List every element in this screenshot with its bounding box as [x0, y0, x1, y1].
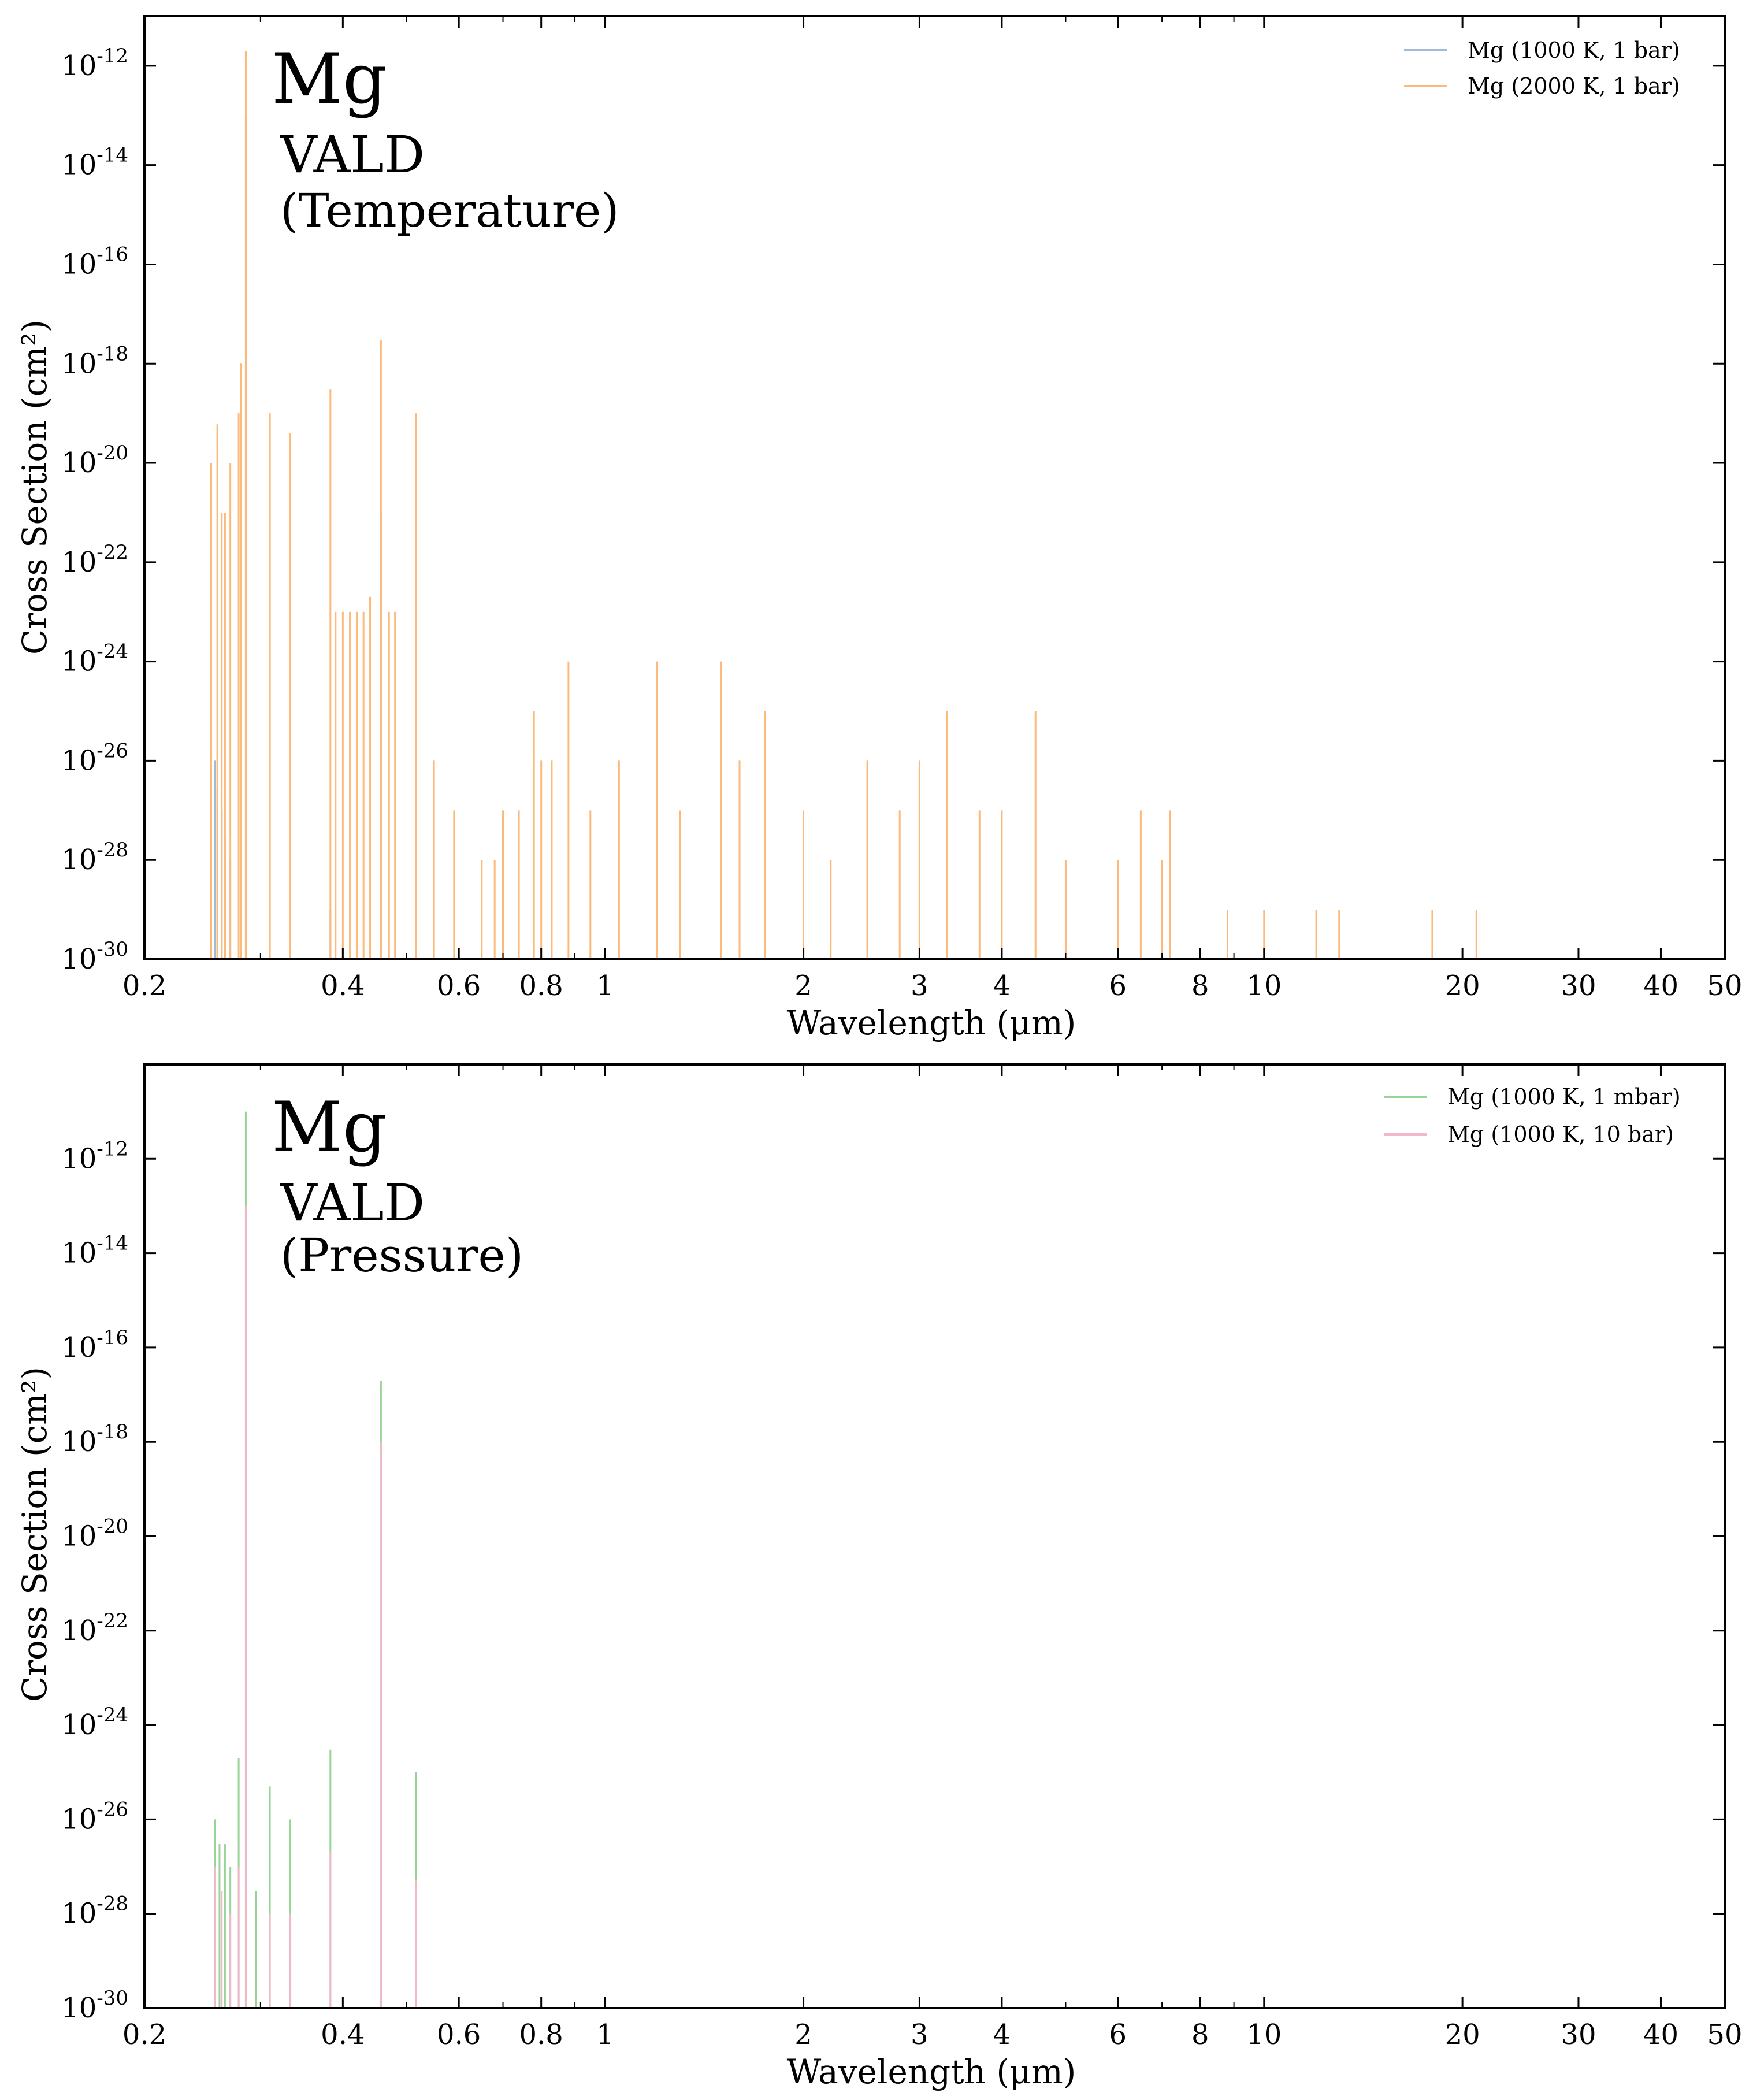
y-tick-label: 10-30: [61, 938, 128, 975]
x-tick-label: 40: [1643, 970, 1678, 1002]
x-axis-label: Wavelength (μm): [787, 1003, 1076, 1042]
x-tick-label: 0.4: [321, 2019, 365, 2051]
y-tick-label: 10-28: [61, 1893, 128, 1930]
x-tick-label: 0.2: [122, 970, 166, 1002]
x-tick-label: 4: [993, 970, 1011, 1002]
x-tick-label: 30: [1561, 970, 1596, 1002]
x-tick-label: 0.6: [437, 970, 481, 1002]
legend-label-1: Mg (1000 K, 1 mbar): [1447, 1084, 1681, 1110]
y-tick-label: 10-20: [61, 441, 128, 479]
annotation-element: Mg: [272, 39, 387, 120]
y-tick-label: 10-20: [61, 1515, 128, 1553]
y-axis-label: Cross Section (cm²): [15, 1367, 54, 1702]
y-tick-label: 10-28: [61, 838, 128, 876]
series-marks: [210, 51, 1477, 959]
y-tick-label: 10-18: [61, 342, 128, 380]
annotation-database: VALD: [280, 125, 425, 184]
legend: Mg (1000 K, 1 mbar) Mg (1000 K, 10 bar): [1384, 1084, 1681, 1147]
x-tick-label: 6: [1109, 970, 1127, 1002]
x-tick-label: 0.2: [122, 2019, 166, 2051]
y-tick-label: 10-14: [61, 144, 128, 181]
x-tick-label: 2: [794, 2019, 812, 2051]
x-tick-label: 2: [794, 970, 812, 1002]
annotation-variable: (Temperature): [280, 184, 619, 238]
x-tick-label: 8: [1191, 970, 1209, 1002]
y-tick-label: 10-22: [61, 1609, 128, 1647]
x-tick-label: 30: [1561, 2019, 1596, 2051]
legend-label-1: Mg (1000 K, 1 bar): [1468, 38, 1680, 63]
x-tick-label: 10: [1246, 2019, 1282, 2051]
x-tick-label: 0.8: [519, 970, 563, 1002]
legend: Mg (1000 K, 1 bar) Mg (2000 K, 1 bar): [1404, 38, 1680, 99]
annotation-element: Mg: [272, 1088, 387, 1168]
x-tick-label: 0.6: [437, 2019, 481, 2051]
x-tick-label: 1: [596, 2019, 614, 2051]
legend-label-2: Mg (1000 K, 10 bar): [1447, 1122, 1674, 1147]
axis-ticks: 0.2 0.4 0.6 0.8 1 2 3 4 6 8 10 20 30 40 50 10-12 10-14 10…: [61, 16, 1743, 1002]
y-tick-label: 10-14: [61, 1232, 128, 1270]
y-tick-label: 10-16: [61, 1326, 128, 1364]
y-tick-label: 10-24: [61, 640, 128, 678]
x-tick-label: 10: [1246, 970, 1282, 1002]
x-tick-label: 40: [1643, 2019, 1678, 2051]
x-tick-label: 50: [1707, 970, 1742, 1002]
x-tick-label: 3: [911, 970, 929, 1002]
panel-temperature: 0.2 0.4 0.6 0.8 1 2 3 4 6 8 10 20 30 40 50 10-12 10-14 10…: [15, 15, 1743, 1042]
annotation-variable: (Pressure): [280, 1229, 523, 1282]
y-tick-label: 10-26: [61, 1798, 128, 1835]
annotation-database: VALD: [280, 1173, 425, 1233]
x-tick-label: 0.8: [519, 2019, 563, 2051]
y-tick-label: 10-12: [61, 44, 128, 82]
y-tick-label: 10-26: [61, 739, 128, 777]
panel-pressure: 0.2 0.4 0.6 0.8 1 2 3 4 6 8 10 20 30 40 50 10-12 10-14 10…: [15, 1063, 1743, 2091]
x-tick-label: 6: [1109, 2019, 1127, 2051]
x-tick-label: 0.4: [321, 970, 365, 1002]
x-tick-label: 20: [1445, 970, 1480, 1002]
y-tick-label: 10-12: [61, 1137, 128, 1175]
legend-label-2: Mg (2000 K, 1 bar): [1468, 73, 1680, 99]
y-tick-label: 10-22: [61, 541, 128, 578]
x-tick-label: 4: [993, 2019, 1011, 2051]
x-tick-label: 3: [911, 2019, 929, 2051]
y-tick-label: 10-18: [61, 1420, 128, 1458]
y-tick-label: 10-24: [61, 1704, 128, 1741]
x-tick-label: 8: [1191, 2019, 1209, 2051]
y-axis-label: Cross Section (cm²): [15, 320, 54, 655]
axes-frame: [143, 15, 1726, 960]
y-tick-label: 10-30: [61, 1987, 128, 2024]
axis-ticks: 0.2 0.4 0.6 0.8 1 2 3 4 6 8 10 20 30 40 50 10-12 10-14 10…: [61, 1064, 1743, 2051]
series-marks: [214, 1111, 417, 2008]
y-tick-label: 10-16: [61, 243, 128, 280]
x-tick-label: 1: [596, 970, 614, 1002]
x-tick-label: 20: [1445, 2019, 1480, 2051]
x-tick-label: 50: [1707, 2019, 1742, 2051]
x-axis-label: Wavelength (μm): [787, 2052, 1076, 2091]
